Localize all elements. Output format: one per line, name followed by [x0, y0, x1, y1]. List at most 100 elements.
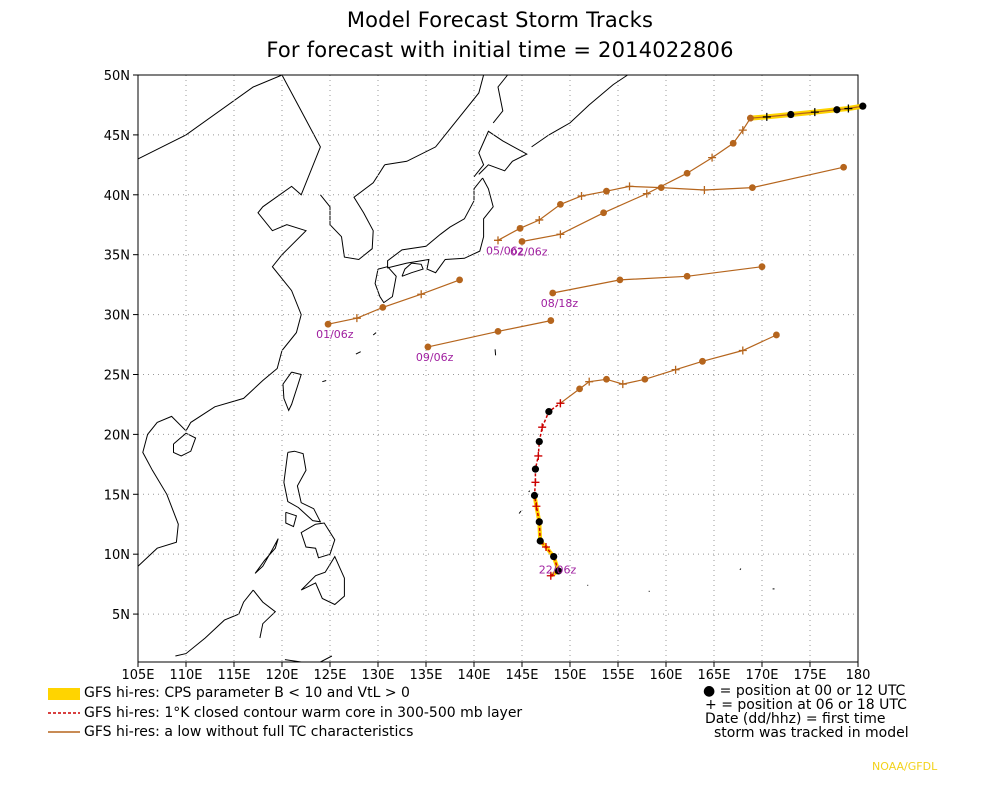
track-point-plus: [844, 104, 853, 113]
track-point-dot: [494, 327, 502, 335]
track-point-dot: [758, 263, 766, 271]
tick-label-lon: 145E: [505, 668, 538, 683]
coastline-segment: [282, 371, 302, 412]
track-point-dot: [536, 537, 544, 545]
track-point-dot: [379, 304, 387, 311]
coastline-segment: [384, 74, 485, 166]
tick-label-lat: 35N: [104, 249, 130, 264]
storm-track: 01/06z: [316, 276, 463, 341]
track-point-plus: [671, 365, 680, 374]
track-point-dot: [516, 224, 524, 232]
track-line: [427, 320, 551, 348]
track-point-dot: [787, 110, 795, 119]
track-point-plus: [700, 186, 709, 195]
storm-track: 02/06z: [510, 114, 754, 259]
graticule-grid: [138, 75, 858, 662]
tick-label-lat: 15N: [104, 488, 130, 503]
tick-label-lat: 10N: [104, 548, 130, 563]
track-point-dot: [840, 163, 847, 171]
storm-track: 22/06z: [530, 399, 577, 580]
legend-item-low: GFS hi-res: a low without full TC charac…: [84, 724, 414, 740]
track-point-dot: [518, 238, 526, 245]
track-point-dot: [554, 567, 563, 575]
storm-track: 09/06z: [416, 317, 555, 364]
map-frame: [137, 74, 859, 663]
track-point-dot: [603, 187, 610, 195]
track-point-dot: [683, 272, 691, 280]
storm-track: 08/18z: [541, 263, 766, 310]
coastline-segment: [492, 74, 508, 124]
track-point-plus: [494, 236, 502, 245]
coastline-segment: [283, 450, 322, 523]
track-line: [560, 334, 777, 404]
track-date-label: 09/06z: [416, 351, 454, 364]
legend-item-warm-core: GFS hi-res: 1°K closed contour warm core…: [84, 705, 523, 721]
tick-label-lon: 105E: [121, 668, 154, 683]
track-point-dot: [683, 169, 691, 177]
coastline-segment: [252, 589, 277, 639]
track-point-dot: [549, 289, 557, 297]
tick-label-lon: 125E: [313, 668, 346, 683]
track-point-plus: [625, 182, 634, 191]
coastline-segment: [473, 130, 528, 178]
coastline-segment: [254, 538, 279, 574]
track-point-plus: [762, 112, 771, 121]
track-point-plus: [538, 423, 547, 432]
coastline-segment: [528, 490, 531, 493]
tick-label-lat: 30N: [104, 309, 130, 324]
track-point-dot: [600, 209, 607, 217]
track-point-plus: [534, 451, 543, 460]
legend-date-note-1: Date (dd/hhz) = first time: [705, 711, 886, 727]
track-line: [497, 166, 844, 241]
track-point-plus: [642, 189, 651, 198]
track-point-dot: [616, 276, 624, 284]
track-point-dot: [530, 491, 539, 500]
track-date-label: 22/06z: [539, 564, 577, 577]
track-point-dot: [729, 139, 737, 147]
track-point-plus: [417, 290, 426, 299]
track-point-dot: [603, 375, 610, 383]
track-point-plus: [738, 346, 747, 355]
legend-symbol-dot: ● = position at 00 or 12 UTC: [703, 684, 905, 698]
legend-symbol-dot-label: = position at 00 or 12 UTC: [719, 683, 906, 699]
tick-label-lat: 45N: [104, 129, 130, 144]
track-point-plus: [535, 215, 544, 224]
tick-label-lon: 175E: [793, 668, 826, 683]
tick-label-lat: 40N: [104, 189, 130, 204]
coastline-segment: [300, 555, 345, 606]
legend-swatches: [48, 688, 80, 733]
axis-ticks: 105E 110E 115E 120E 125E 130E 135E 140E 145E 150E…: [104, 69, 871, 683]
coastline-segment: [137, 74, 321, 567]
coastline-segment: [494, 349, 497, 356]
legend-swatch-cps: [48, 688, 80, 700]
tick-label-lat: 5N: [112, 608, 130, 623]
track-point-dot: [324, 320, 332, 328]
dot-icon: ●: [703, 683, 716, 699]
track-point-plus: [577, 191, 586, 200]
track-point-dot: [550, 552, 558, 561]
track-point-plus: [585, 377, 594, 386]
track-point-dot: [576, 385, 583, 393]
coastline-segment: [739, 568, 742, 571]
coastline-segment: [531, 74, 628, 148]
storm-track: [747, 102, 867, 122]
track-point-dot: [557, 200, 564, 208]
track-point-dot: [456, 276, 463, 284]
coastline-segment: [285, 511, 298, 528]
track-point-plus: [556, 230, 565, 239]
track-point-dot: [535, 437, 543, 446]
tick-label-lon: 155E: [601, 668, 634, 683]
coastline-segment: [300, 522, 336, 559]
coastline-segment: [372, 332, 377, 336]
tick-label-lat: 25N: [104, 368, 130, 383]
track-point-plus: [708, 153, 717, 162]
track-point-dot: [545, 408, 553, 416]
track-point-plus: [532, 502, 541, 511]
track-point-plus: [352, 314, 361, 323]
tick-label-lon: 170E: [745, 668, 778, 683]
track-date-label: 01/06z: [316, 328, 354, 341]
track-line: [552, 266, 763, 294]
coastline-segment: [374, 266, 397, 304]
track-point-dot: [747, 114, 754, 122]
